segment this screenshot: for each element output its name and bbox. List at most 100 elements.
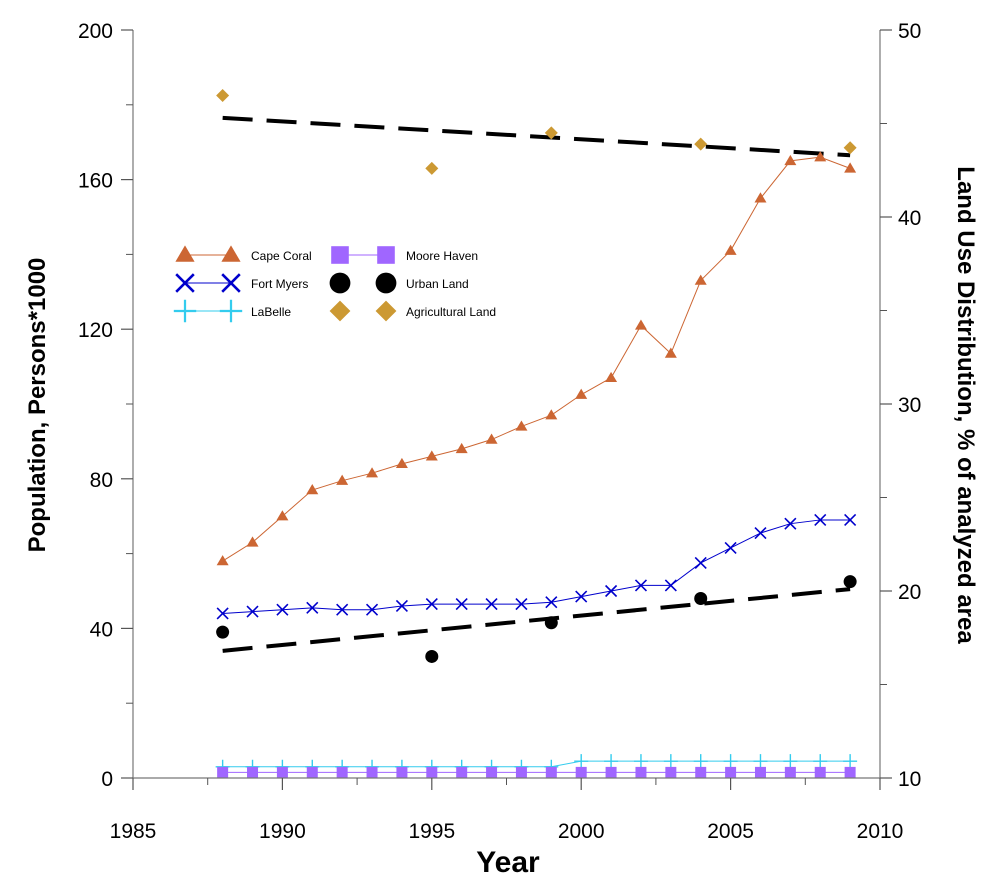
cape-coral-point — [336, 474, 349, 485]
y2-tick-label: 20 — [898, 581, 921, 604]
moore-haven-point — [456, 766, 468, 778]
fort-myers-point — [605, 584, 618, 598]
labelle-point — [813, 754, 828, 769]
fort-myers-point — [634, 579, 648, 592]
legend-marker-cape-coral — [221, 245, 241, 262]
legend-label-urban-land: Urban Land — [406, 277, 469, 291]
moore-haven-point — [366, 766, 378, 778]
urban-land-point — [843, 575, 857, 589]
fort-myers-point — [784, 517, 797, 530]
cape-coral-point — [575, 388, 588, 399]
labelle-point — [574, 754, 589, 769]
moore-haven-point — [725, 766, 737, 778]
fort-myers-point — [365, 603, 379, 616]
y-tick-label: 40 — [90, 618, 113, 641]
y-axis-title: Population, Persons*1000 — [24, 258, 51, 553]
y2-tick-label: 50 — [898, 20, 921, 43]
y2-axis-title: Land Use Distribution, % of analyzed are… — [952, 166, 979, 644]
legend-label-agricultural-land: Agricultural Land — [406, 305, 496, 319]
x-tick-label: 1995 — [408, 820, 455, 843]
fort-myers-point — [545, 596, 558, 609]
trend-lines — [222, 115, 851, 653]
x-tick-label: 2005 — [707, 820, 754, 843]
cape-coral-point — [455, 442, 468, 454]
fort-myers-point — [395, 599, 408, 613]
legend-label-moore-haven: Moore Haven — [406, 249, 478, 263]
labelle-point — [663, 754, 678, 769]
fort-myers-point — [724, 541, 737, 555]
moore-haven-point — [486, 766, 498, 778]
legend-marker-urban-land — [329, 272, 351, 294]
urban-land-point — [544, 616, 558, 630]
fort-myers-point — [216, 607, 229, 620]
fort-myers-point — [306, 601, 319, 614]
fort-myers-point — [844, 513, 857, 527]
urban-land-point — [694, 591, 708, 605]
moore-haven-point — [336, 766, 348, 778]
cape-coral-point — [485, 433, 498, 444]
y2-tick-label: 40 — [898, 207, 921, 230]
labelle-point — [633, 754, 648, 769]
markers — [215, 88, 858, 778]
urban-land-trend-line — [222, 587, 851, 653]
moore-haven-point — [575, 766, 587, 778]
x-tick-label: 1990 — [259, 820, 306, 843]
fort-myers-point — [664, 579, 677, 592]
x-tick-label: 1985 — [110, 820, 157, 843]
cape-coral-point — [306, 484, 319, 495]
axes: 0 40 80 120 160 200 10 20 30 40 50 1985 1990 1995 2000… — [78, 20, 921, 843]
x-tick-label: 2010 — [857, 820, 904, 843]
cape-coral-point — [366, 467, 379, 478]
cape-coral-point — [395, 457, 408, 469]
labelle-point — [693, 754, 708, 769]
legend-label-fort-myers: Fort Myers — [251, 277, 308, 291]
fort-myers-point — [425, 598, 438, 611]
labelle-point — [783, 754, 798, 769]
agricultural-land-trend-line — [222, 115, 851, 158]
moore-haven-point — [396, 766, 408, 778]
moore-haven-point — [217, 766, 229, 778]
agricultural-land-point — [216, 88, 230, 102]
legend-label-cape-coral: Cape Coral — [251, 249, 312, 263]
labelle-point — [604, 754, 619, 769]
fort-myers-point — [575, 590, 588, 603]
moore-haven-point — [545, 766, 557, 778]
legend-marker-urban-land — [375, 272, 397, 294]
legend-marker-cape-coral — [175, 245, 195, 262]
moore-haven-point — [515, 766, 527, 778]
legend-marker-moore-haven — [377, 246, 395, 264]
legend-label-labelle: LaBelle — [251, 305, 291, 319]
legend-marker-labelle — [219, 299, 243, 323]
fort-myers-point — [485, 598, 498, 611]
cape-coral-point — [844, 162, 857, 173]
y-tick-label: 80 — [90, 469, 113, 492]
urban-land-point — [425, 649, 439, 663]
series-lines — [222, 156, 851, 773]
fort-myers-point — [336, 603, 349, 616]
fort-myers-point — [246, 605, 259, 618]
moore-haven-point — [605, 766, 617, 778]
legend-marker-agricultural-land — [329, 300, 351, 322]
cape-coral-point — [664, 347, 677, 358]
agricultural-land-point — [425, 161, 439, 175]
moore-haven-point — [635, 766, 647, 778]
y-tick-label: 120 — [78, 319, 113, 342]
agricultural-land-point — [843, 141, 857, 155]
moore-haven-point — [276, 766, 288, 778]
cape-coral-point — [724, 244, 737, 255]
moore-haven-point — [695, 766, 707, 778]
y2-tick-label: 10 — [898, 768, 921, 791]
urban-land-point — [216, 625, 230, 639]
x-axis-title: Year — [476, 846, 540, 879]
labelle-point — [753, 754, 768, 769]
fort-myers-point — [814, 513, 827, 527]
labelle-line — [222, 760, 851, 768]
y-tick-label: 0 — [101, 768, 113, 791]
legend-marker-moore-haven — [331, 246, 349, 264]
agricultural-land-point — [694, 137, 708, 151]
cape-coral-point — [605, 371, 618, 383]
agricultural-land-point — [544, 126, 558, 140]
fort-myers-line — [222, 519, 851, 614]
x-tick-label: 2000 — [558, 820, 605, 843]
